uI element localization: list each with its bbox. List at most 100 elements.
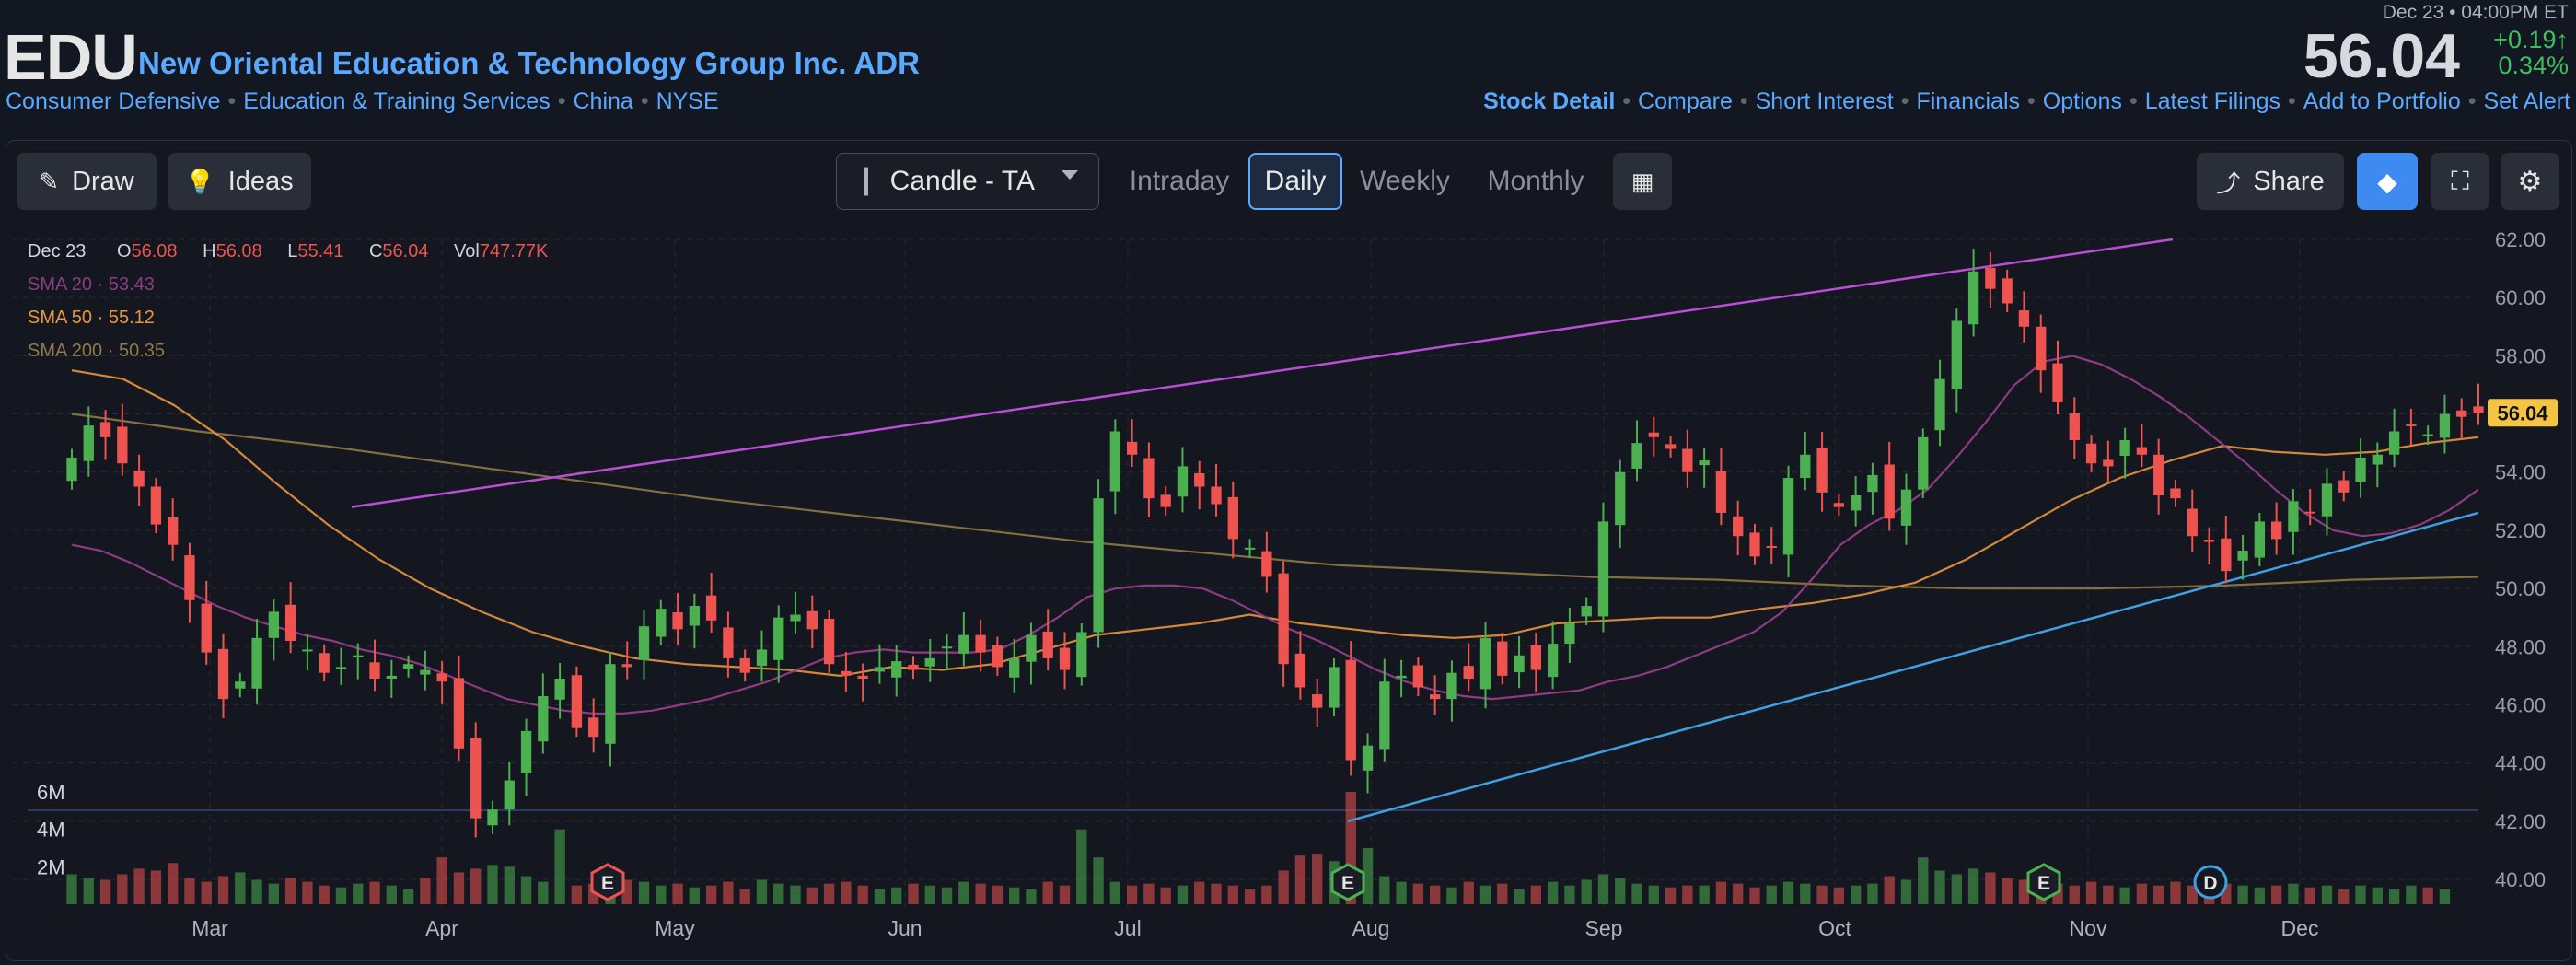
company-name[interactable]: New Oriental Education & Technology Grou… [138, 46, 920, 80]
candle-body [1479, 637, 1491, 690]
tab-daily[interactable]: Daily [1248, 153, 1342, 210]
category-country[interactable]: China [573, 88, 633, 114]
candle-body [1379, 681, 1390, 750]
x-tick-label: Dec [2281, 916, 2319, 940]
candle-body [2187, 508, 2198, 537]
candle-body [1109, 431, 1121, 492]
y-tick-label: 48.00 [2495, 635, 2546, 658]
last-price-tag [2488, 399, 2558, 427]
candle-body [133, 470, 145, 487]
volume-bar [1026, 889, 1037, 904]
sma50-legend: SMA 50 · 55.12 [28, 308, 155, 328]
volume-bar [1967, 868, 1979, 904]
nav-add-to-portfolio[interactable]: Add to Portfolio [2303, 88, 2461, 114]
y-tick-label: 46.00 [2495, 693, 2546, 716]
volume-bar [99, 879, 111, 904]
candle-body [2052, 363, 2063, 402]
volume-bar [2237, 885, 2248, 904]
sma200-label: SMA 200 [28, 341, 103, 361]
candle-body [638, 626, 650, 660]
candle-body [1934, 378, 1945, 431]
x-tick-label: May [655, 916, 695, 940]
volume-bar [268, 883, 280, 904]
nav-compare[interactable]: Compare [1638, 88, 1733, 114]
nav-financials[interactable]: Financials [1916, 88, 2021, 114]
volume-bar [319, 885, 330, 904]
volume-bar [2406, 885, 2417, 904]
y-tick-label: 54.00 [2495, 461, 2546, 484]
candle-body [1581, 606, 1592, 617]
candle-body [1833, 503, 1845, 507]
legend-low-label: L [287, 241, 298, 262]
candle-body [150, 486, 162, 525]
draw-button[interactable]: ✎ Draw [17, 153, 157, 210]
tab-intraday[interactable]: Intraday [1129, 166, 1230, 196]
candle-body [1177, 466, 1189, 497]
volume-bar [1884, 876, 1895, 904]
candle-body [201, 603, 212, 653]
volume-bar [217, 876, 229, 904]
price-change-value: +0.19 [2493, 26, 2557, 53]
ideas-button[interactable]: 💡 Ideas [168, 153, 311, 210]
volume-bar [1076, 829, 1087, 904]
volume-tick-label: 2M [37, 855, 65, 878]
candle-body [908, 664, 919, 670]
category-exchange[interactable]: NYSE [656, 88, 719, 114]
event-marker-label: D [2203, 873, 2217, 894]
candle-body [1042, 631, 1053, 658]
candle-body [1278, 573, 1289, 665]
legend-close: 56.04 [382, 241, 429, 262]
sma50-label: SMA 50 [28, 308, 93, 328]
volume-bar [554, 829, 565, 904]
fullscreen-icon: ⛶ [2451, 166, 2469, 195]
premium-button[interactable]: ◆ [2357, 153, 2418, 210]
fullscreen-button[interactable]: ⛶ [2431, 153, 2489, 210]
volume-bar [638, 881, 650, 904]
candle-body [790, 614, 801, 622]
upper-trendline [351, 238, 2174, 508]
category-sector[interactable]: Consumer Defensive [6, 88, 221, 114]
nav-set-alert[interactable]: Set Alert [2483, 88, 2571, 114]
candle-body [1429, 694, 1441, 700]
settings-button[interactable]: ⚙ [2501, 153, 2559, 210]
volume-bar [1312, 854, 1323, 904]
volume-bar [2052, 883, 2063, 904]
candle-body [487, 809, 498, 826]
candle-body [2221, 538, 2232, 572]
nav-options[interactable]: Options [2042, 88, 2122, 114]
candle-body [2270, 521, 2282, 540]
candle-body [2069, 413, 2080, 440]
volume-bar [1345, 792, 1356, 904]
candle-body [924, 657, 935, 667]
date-range-button[interactable]: ▦ [1613, 153, 1672, 210]
candle-body [2439, 413, 2451, 438]
chart-type-select[interactable]: ┃ Candle - TA [836, 153, 1099, 210]
candle-body [1951, 320, 1962, 390]
volume-bar [1715, 881, 1727, 904]
nav-stock-detail[interactable]: Stock Detail [1483, 88, 1616, 114]
candle-body [656, 609, 667, 637]
tab-weekly[interactable]: Weekly [1360, 166, 1450, 196]
volume-bar [1211, 883, 1222, 904]
volume-bar [1042, 881, 1053, 904]
candle-body [756, 649, 768, 667]
event-marker-label: E [601, 873, 614, 894]
sma20-line [71, 355, 2479, 715]
candle-body [2456, 410, 2467, 417]
candle-body [1329, 667, 1340, 708]
category-industry[interactable]: Education & Training Services [243, 88, 551, 114]
nav-short-interest[interactable]: Short Interest [1755, 88, 1894, 114]
volume-bar [1446, 887, 1457, 904]
sma20-label: SMA 20 [28, 274, 93, 295]
up-arrow-icon: ↑ [2556, 26, 2570, 53]
ohlc-legend: Dec 23 O56.08 H56.08 L55.41 C56.04 Vol74… [28, 241, 548, 262]
candle-body [2203, 540, 2215, 542]
candle-body [1631, 443, 1642, 469]
nav-latest-filings[interactable]: Latest Filings [2144, 88, 2281, 114]
volume-bar [133, 868, 145, 904]
tab-monthly[interactable]: Monthly [1487, 166, 1584, 196]
y-tick-label: 50.00 [2495, 577, 2546, 600]
share-button[interactable]: ⤴ Share [2197, 153, 2344, 210]
candle-body [402, 664, 414, 669]
